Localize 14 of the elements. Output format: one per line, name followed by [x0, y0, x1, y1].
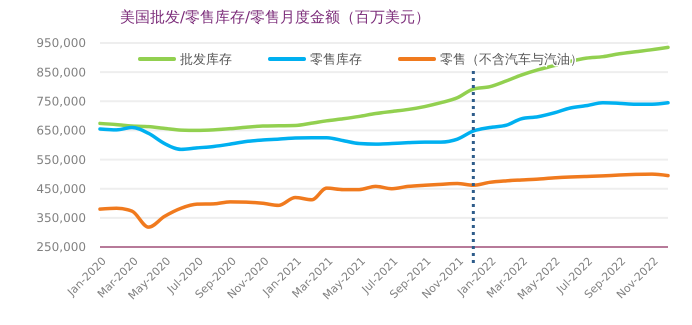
legend-label: 批发库存 — [180, 52, 232, 68]
y-tick-label: 950,000 — [36, 36, 86, 50]
y-tick-label: 750,000 — [36, 94, 86, 108]
y-tick-label: 350,000 — [36, 211, 86, 226]
y-tick-label: 450,000 — [36, 182, 86, 196]
line-series — [98, 172, 670, 229]
legend-label: 零售库存 — [310, 52, 362, 68]
chart-title: 美国批发/零售库存/零售月度金额（百万美元） — [120, 8, 430, 26]
y-tick-label: 250,000 — [36, 240, 86, 254]
y-tick-label: 850,000 — [36, 65, 86, 80]
line-series — [98, 100, 670, 152]
y-tick-label: 550,000 — [36, 152, 86, 167]
y-tick-label: 650,000 — [36, 124, 86, 138]
line-series — [98, 46, 670, 132]
